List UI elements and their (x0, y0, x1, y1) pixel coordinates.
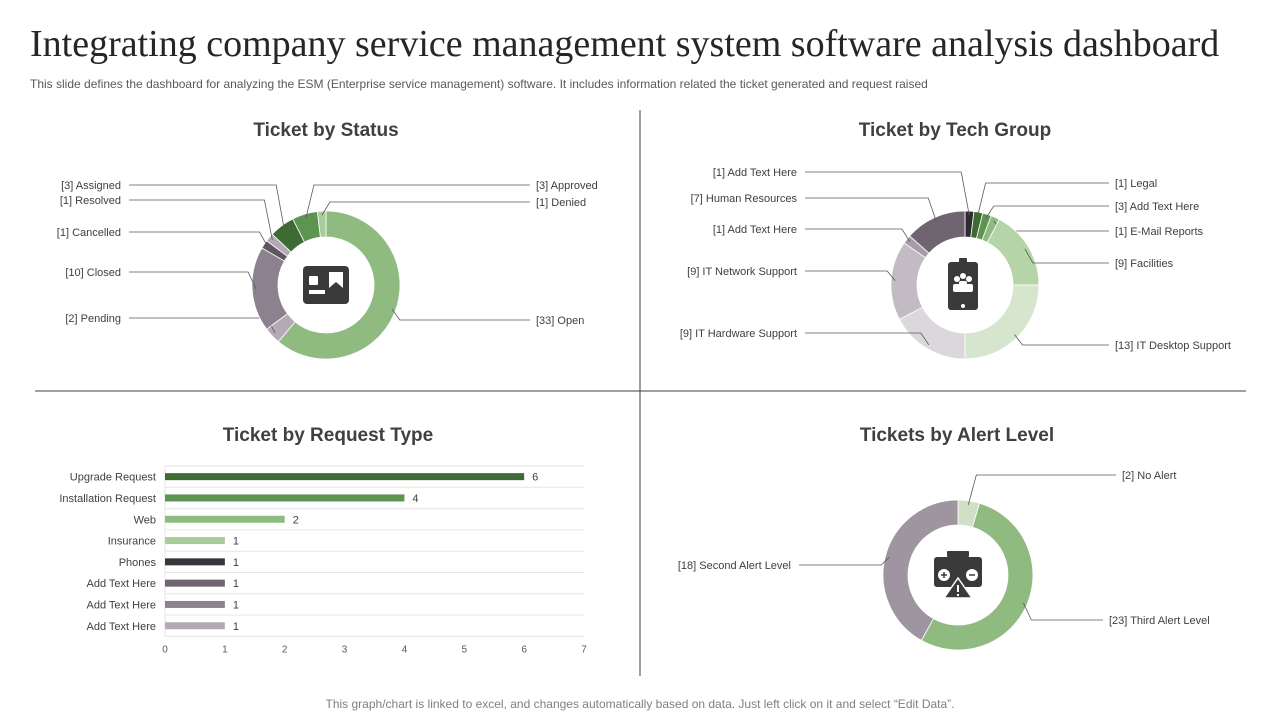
data-label: 1 (233, 557, 239, 569)
slice-label: [1] Resolved (60, 195, 121, 207)
slice-label: [18] Second Alert Level (678, 560, 791, 572)
request-chart-title: Ticket by Request Type (223, 425, 433, 446)
bar[interactable] (165, 494, 405, 502)
slice-label: [9] IT Network Support (687, 266, 797, 278)
bar[interactable] (165, 473, 525, 481)
slice-label: [1] Legal (1115, 178, 1157, 190)
alert-chart-title: Tickets by Alert Level (860, 425, 1054, 446)
category-label: Add Text Here (86, 621, 156, 633)
category-label: Add Text Here (86, 599, 156, 611)
x-tick-label: 0 (162, 644, 168, 655)
slice-label: [1] Add Text Here (713, 224, 797, 236)
donut-slice[interactable] (251, 247, 289, 330)
slice-label: [9] IT Hardware Support (680, 328, 797, 340)
leader-line (129, 199, 273, 241)
slice-label: [10] Closed (65, 267, 121, 279)
category-label: Phones (119, 557, 157, 569)
slice-label: [9] Facilities (1115, 258, 1174, 270)
leader-line (977, 182, 1109, 217)
slice-label: [1] E-Mail Reports (1115, 226, 1204, 238)
slice-label: [33] Open (536, 315, 584, 327)
leader-line (805, 332, 930, 346)
bar[interactable] (165, 622, 225, 630)
donut-slice[interactable] (882, 499, 959, 641)
slice-label: [1] Denied (536, 197, 586, 209)
leader-line (321, 201, 530, 216)
leader-line (129, 271, 257, 290)
leader-line (1024, 248, 1109, 264)
category-label: Add Text Here (86, 578, 156, 590)
slice-label: [2] Pending (65, 313, 121, 325)
leader-line (391, 308, 530, 321)
tech-chart-title: Ticket by Tech Group (859, 120, 1052, 141)
leader-line (129, 231, 268, 247)
leader-line (805, 197, 937, 222)
team-badge-icon (948, 258, 978, 310)
slice-label: [7] Human Resources (691, 193, 798, 205)
data-label: 4 (412, 493, 418, 505)
bar[interactable] (165, 558, 225, 566)
category-label: Web (134, 514, 156, 526)
donut-slice[interactable] (909, 210, 966, 254)
page-title: Integrating company service management s… (30, 23, 1220, 65)
x-tick-label: 5 (462, 644, 468, 655)
data-label: 6 (532, 472, 538, 484)
bar[interactable] (165, 600, 225, 608)
x-tick-label: 7 (581, 644, 587, 655)
x-tick-label: 2 (282, 644, 288, 655)
donut-slice[interactable] (277, 210, 401, 360)
slice-label: [2] No Alert (1122, 470, 1176, 482)
status-chart-title: Ticket by Status (253, 120, 398, 141)
data-label: 1 (233, 621, 239, 633)
category-label: Installation Request (59, 493, 156, 505)
category-label: Insurance (108, 536, 156, 548)
data-label: 2 (293, 514, 299, 526)
id-card-icon (303, 266, 349, 304)
leader-line (805, 270, 896, 282)
leader-line (985, 205, 1109, 219)
battery-alert-icon (934, 551, 982, 599)
leader-line (129, 317, 276, 334)
slice-label: [1] Cancelled (57, 227, 121, 239)
leader-line (129, 184, 285, 229)
category-label: Upgrade Request (70, 472, 156, 484)
bar[interactable] (165, 537, 225, 545)
bar[interactable] (165, 579, 225, 587)
bar[interactable] (165, 515, 285, 523)
footer-note: This graph/chart is linked to excel, and… (325, 697, 955, 711)
slice-label: [3] Add Text Here (1115, 201, 1199, 213)
leader-line (967, 474, 1116, 505)
slice-label: [1] Add Text Here (713, 167, 797, 179)
x-tick-label: 4 (402, 644, 408, 655)
tech-group-donut-chart[interactable]: Ticket by Tech Group [1] Add Text Here [1… (680, 120, 1231, 360)
leader-line (305, 184, 530, 219)
leader-line (1022, 602, 1103, 621)
request-type-bar-chart[interactable]: Ticket by Request Type Upgrade Request 6 I… (59, 425, 587, 655)
leader-line (805, 171, 970, 216)
x-tick-label: 1 (222, 644, 228, 655)
slice-label: [3] Approved (536, 180, 598, 192)
x-tick-label: 6 (521, 644, 527, 655)
data-label: 1 (233, 599, 239, 611)
leader-line (805, 228, 911, 243)
leader-line (799, 556, 890, 566)
page-subtitle: This slide defines the dashboard for ana… (30, 77, 928, 91)
alert-level-donut-chart[interactable]: Tickets by Alert Level [2] No Alert [23] … (678, 425, 1210, 651)
slice-label: [13] IT Desktop Support (1115, 340, 1231, 352)
data-label: 1 (233, 536, 239, 548)
donut-slice[interactable] (920, 502, 1034, 651)
slice-label: [23] Third Alert Level (1109, 615, 1210, 627)
donut-slice[interactable] (316, 210, 327, 238)
status-donut-chart[interactable]: Ticket by Status [33] Open [2] Pending [10… (57, 120, 598, 360)
leader-line (1014, 334, 1109, 346)
x-tick-label: 3 (342, 644, 348, 655)
donut-slice[interactable] (986, 218, 1040, 286)
slice-label: [3] Assigned (61, 180, 121, 192)
data-label: 1 (233, 578, 239, 590)
